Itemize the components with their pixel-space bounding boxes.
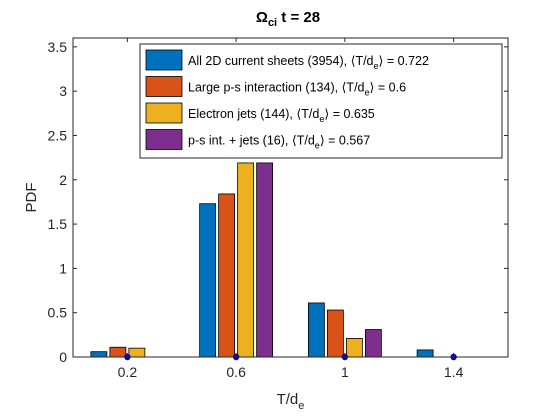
legend-subscript: e bbox=[319, 114, 324, 124]
bar-series-3-x-1 bbox=[345, 337, 363, 358]
legend-subscript: e bbox=[365, 88, 370, 98]
y-tick-label-1.5: 1.5 bbox=[48, 216, 68, 232]
bar-series-2-x-0.2 bbox=[109, 346, 127, 358]
legend: All 2D current sheets (3954), ⟨T/de⟩ = 0… bbox=[139, 43, 503, 159]
y-tick-label-0: 0 bbox=[59, 349, 67, 365]
legend-text: Electron jets (144), ⟨T/d bbox=[188, 107, 319, 121]
x-tick-label-1: 1 bbox=[341, 364, 349, 380]
bar-series-1-x-1 bbox=[307, 302, 325, 358]
legend-subscript: e bbox=[315, 141, 320, 151]
title-text: t = 28 bbox=[277, 9, 320, 26]
legend-swatch-1 bbox=[145, 49, 183, 71]
legend-swatch-2 bbox=[145, 76, 183, 97]
y-tick-label-3: 3 bbox=[59, 83, 67, 99]
bar-series-3-x-0.2 bbox=[128, 347, 146, 358]
x-label-text: T/d bbox=[277, 391, 299, 408]
y-tick-label-2: 2 bbox=[59, 172, 67, 188]
y-tick-label-1: 1 bbox=[59, 260, 67, 276]
legend-text: ⟩ = 0.6 bbox=[370, 81, 407, 95]
legend-label-1: All 2D current sheets (3954), ⟨T/de⟩ = 0… bbox=[188, 54, 429, 71]
x-tick-label-0.6: 0.6 bbox=[226, 364, 246, 380]
axis-ticks: 0.2 0.6 1 1.4 0 0.5 1 1.5 2 2.5 3 3.5 bbox=[48, 38, 508, 380]
bar-series-2-x-1 bbox=[326, 309, 344, 358]
legend-label-2: Large p-s interaction (134), ⟨T/de⟩ = 0.… bbox=[188, 81, 406, 98]
bar-series-1-x-0.6 bbox=[199, 203, 217, 358]
legend-text: p-s int. + jets (16), ⟨T/d bbox=[188, 134, 315, 148]
y-tick-label-2.5: 2.5 bbox=[48, 127, 68, 143]
bar-series-4-x-0.6 bbox=[256, 162, 274, 358]
bar-series-3-x-0.6 bbox=[237, 162, 255, 358]
legend-swatch-4 bbox=[145, 129, 183, 150]
bar-series-4-x-1 bbox=[364, 329, 382, 358]
y-axis-label: PDF bbox=[23, 183, 40, 213]
legend-text: ⟩ = 0.722 bbox=[379, 54, 429, 68]
legend-swatch-3 bbox=[145, 102, 183, 124]
y-tick-label-0.5: 0.5 bbox=[48, 305, 68, 321]
y-tick-label-3.5: 3.5 bbox=[48, 39, 68, 55]
x-label-subscript: e bbox=[298, 400, 304, 412]
y-label-text: PDF bbox=[23, 183, 40, 213]
legend-text: ⟩ = 0.567 bbox=[320, 134, 370, 148]
x-tick-label-1.4: 1.4 bbox=[444, 364, 464, 380]
legend-label-3: Electron jets (144), ⟨T/de⟩ = 0.635 bbox=[188, 107, 375, 124]
bars-group bbox=[90, 162, 434, 358]
legend-label-4: p-s int. + jets (16), ⟨T/de⟩ = 0.567 bbox=[188, 134, 370, 151]
bar-series-1-x-1.4 bbox=[416, 349, 434, 358]
title-subscript: ci bbox=[268, 17, 277, 29]
x-axis-label: T/de bbox=[277, 391, 305, 412]
legend-text: All 2D current sheets (3954), ⟨T/d bbox=[188, 54, 374, 68]
legend-text: ⟩ = 0.635 bbox=[324, 107, 374, 121]
title-symbol: Ω bbox=[256, 9, 268, 26]
x-tick-label-0.2: 0.2 bbox=[118, 364, 138, 380]
legend-subscript: e bbox=[374, 61, 379, 71]
chart-title: Ωci t = 28 bbox=[256, 9, 320, 29]
plot-area-frame bbox=[72, 37, 509, 358]
legend-box bbox=[139, 43, 503, 159]
bar-series-1-x-0.2 bbox=[90, 351, 108, 358]
bar-series-2-x-0.6 bbox=[218, 193, 236, 358]
legend-text: Large p-s interaction (134), ⟨T/d bbox=[188, 81, 365, 95]
